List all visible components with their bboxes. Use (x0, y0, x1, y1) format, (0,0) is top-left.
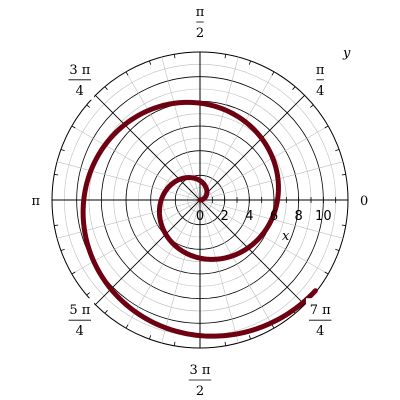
angle-label-numerator: π (196, 5, 205, 20)
spoke-minor (161, 199, 201, 344)
spoke-minor (125, 199, 201, 329)
x-axis-label: x (282, 229, 290, 244)
angle-label-denominator: 2 (196, 26, 204, 41)
spoke-major (199, 95, 305, 201)
angle-label-denominator: 4 (76, 324, 84, 339)
rim-tick (54, 224, 59, 227)
spoke-minor (199, 125, 329, 201)
spoke-minor (199, 56, 239, 201)
rim-tick (71, 271, 76, 275)
angle-label-bg (65, 298, 95, 341)
rim-tick (341, 173, 346, 176)
spiral-series (80, 99, 318, 339)
angle-label-bg (305, 298, 335, 341)
rim-tick (54, 173, 59, 176)
rim-tick (86, 292, 90, 296)
angle-label-bg (313, 57, 327, 100)
r-tick-label: 10 (315, 209, 332, 224)
spoke-minor (71, 199, 201, 275)
r-tick-label: 2 (221, 209, 229, 224)
rim-tick (335, 149, 340, 152)
angle-label-denominator: 2 (196, 384, 204, 399)
angular-spokes (52, 52, 348, 348)
rim-tick (224, 54, 227, 59)
spoke-minor (71, 125, 201, 201)
angle-label: 3 π2 (185, 358, 215, 400)
angle-label-denominator: 4 (76, 84, 84, 99)
rim-tick (125, 324, 129, 329)
spoke-minor (199, 161, 344, 201)
spoke-major (199, 199, 305, 305)
rim-tick (324, 125, 329, 129)
rim-tick (248, 335, 251, 340)
angle-label-denominator: 4 (316, 324, 324, 339)
spoke-major (95, 199, 201, 305)
rim-tick (173, 341, 176, 346)
rim-tick (335, 248, 340, 251)
rim-tick (341, 224, 346, 227)
angle-label-bg (359, 191, 372, 207)
rim-tick (149, 335, 152, 340)
rim-tick (324, 271, 329, 275)
rim-tick (125, 71, 129, 76)
angle-label-text: π (31, 194, 40, 209)
rim-tick (104, 310, 108, 314)
angle-label-numerator: 7 π (310, 303, 331, 318)
angle-label-bg (193, 0, 207, 42)
angle-label: 5 π4 (65, 298, 95, 341)
r-tick-label: 0 (196, 209, 204, 224)
y-axis-label: y (342, 46, 351, 61)
angle-label: π2 (193, 0, 207, 42)
angle-label-numerator: 5 π (69, 303, 90, 318)
angle-label: 0 (359, 191, 372, 209)
radial-tick-labels: 0 2 4 6 8 10 (196, 209, 332, 224)
spoke-minor (199, 71, 275, 201)
rim-tick (71, 125, 76, 129)
rim-tick (60, 149, 65, 152)
rim-tick (271, 324, 275, 329)
spoke-minor (199, 199, 329, 275)
rim-tick (173, 54, 176, 59)
rim-tick (224, 341, 227, 346)
rim-tick (60, 248, 65, 251)
spoke-minor (199, 199, 275, 329)
rim-tick (310, 104, 314, 108)
angle-label-bg (185, 358, 215, 400)
angle-label-numerator: π (316, 63, 325, 78)
series-layer (80, 99, 318, 339)
angle-label-bg (65, 57, 95, 100)
angle-label: π4 (313, 57, 327, 100)
angle-label-numerator: 3 π (69, 63, 90, 78)
angle-label: 7 π4 (305, 298, 335, 341)
r-tick-label: 6 (270, 209, 278, 224)
rim-tick (149, 60, 152, 65)
spoke-minor (56, 161, 201, 201)
angle-label-denominator: 4 (316, 84, 324, 99)
angle-label: π (28, 191, 41, 209)
angle-label: 3 π4 (65, 57, 95, 100)
rim-tick (271, 71, 275, 76)
r-tick-label: 8 (295, 209, 303, 224)
spoke-minor (56, 199, 201, 239)
angle-label-bg (28, 191, 41, 207)
rim-tick (292, 86, 296, 90)
angle-label-numerator: 3 π (190, 363, 211, 378)
spoke-minor (199, 199, 239, 344)
spoke-minor (125, 71, 201, 201)
rim-tick (86, 104, 90, 108)
rim-tick (248, 60, 251, 65)
angle-label-text: 0 (360, 194, 368, 209)
r-tick-label: 4 (245, 209, 253, 224)
rim-tick (104, 86, 108, 90)
spoke-major (95, 95, 201, 201)
